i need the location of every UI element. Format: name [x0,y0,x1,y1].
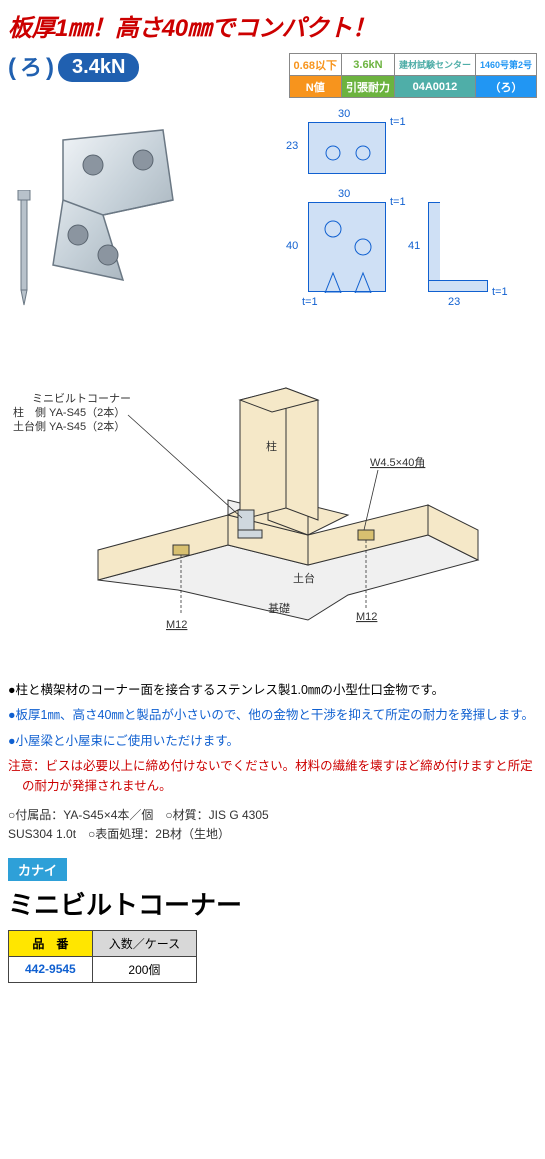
sku-header-qty: 入数／ケース [92,930,196,956]
rating-value: 3.4kN [58,53,139,82]
spec-cell: 3.6kN [341,54,394,76]
images-row: 30 23 t=1 30 40 t=1 t=1 41 23 t=1 [8,110,537,330]
bullet-item: ●柱と横架材のコーナー面を接合するステンレス製1.0㎜の小型仕口金物です。 [8,681,537,700]
dim-label: 41 [408,240,420,252]
rating-hira: ろ [20,57,42,79]
spec-line: SUS304 1.0t ○表面処理：2B材（生地） [8,825,537,842]
brand-tag: カナイ [8,858,67,881]
spec-cell: 建材試験センター [394,54,475,76]
dim-label: 23 [286,140,298,152]
install-label: 土台側 YA-S45（2本） [13,419,125,433]
install-label: 柱 [266,439,277,453]
headline: 板厚1㎜！高さ40㎜でコンパクト！ [8,8,537,43]
spec-label: （ろ） [475,76,536,98]
product-name: ミニビルトコーナー [8,885,537,922]
sku-table: 品 番 入数／ケース 442-9545 200個 [8,930,197,983]
install-label: 柱 側 YA-S45（2本） [13,405,125,419]
sku-code: 442-9545 [9,956,93,982]
install-label: W4.5×40角 [370,456,425,469]
bracket-icon [33,120,213,300]
spec-label: 引張耐力 [341,76,394,98]
dim-label: t=1 [492,286,508,298]
spec-cell: 0.68以下 [289,54,341,76]
bullet-item: ●板厚1㎜、高さ40㎜と製品が小さいので、他の金物と干渉を抑えて所定の耐力を発揮… [8,706,537,725]
sku-qty: 200個 [92,956,196,982]
dim-label: 30 [338,188,350,200]
sku-header-code: 品 番 [9,930,93,956]
dim-label: t=1 [390,116,406,128]
brand-block: カナイ ミニビルトコーナー 品 番 入数／ケース 442-9545 200個 [8,858,537,983]
rating-paren-open: ( [8,56,16,80]
spec-label: 04A0012 [394,76,475,98]
install-label: ミニビルトコーナー [32,392,131,405]
install-diagram: .wood { fill:#f5e8c8; stroke:#333; strok… [8,360,528,660]
dim-label: t=1 [302,296,318,308]
bullet-item: 注意：ビスは必要以上に締め付けないでください。材料の繊維を壊すほど締め付けますと… [8,757,537,796]
product-photo [8,110,238,310]
install-label: M12 [356,611,377,623]
top-row: ( ろ ) 3.4kN 0.68以下 3.6kN 建材試験センター 1460号第… [8,53,537,98]
spec-label: N値 [289,76,341,98]
bullet-item: ●小屋梁と小屋束にご使用いただけます。 [8,732,537,751]
dim-label: 30 [338,108,350,120]
rating-badge: ( ろ ) 3.4kN [8,53,139,82]
dim-label: 40 [286,240,298,252]
install-label: M12 [166,619,187,631]
dimension-drawings: 30 23 t=1 30 40 t=1 t=1 41 23 t=1 [248,110,537,330]
spec-cell: 1460号第2号 [475,54,536,76]
bullet-list: ●柱と横架材のコーナー面を接合するステンレス製1.0㎜の小型仕口金物です。 ●板… [8,681,537,796]
install-label: 土台 [293,571,315,585]
rating-paren-close: ) [46,56,54,80]
dim-label: t=1 [390,196,406,208]
spec-line: ○付属品：YA-S45×4本／個 ○材質：JIS G 4305 [8,806,537,823]
screw-icon [10,190,38,310]
spec-table: 0.68以下 3.6kN 建材試験センター 1460号第2号 N値 引張耐力 0… [289,53,537,98]
install-label: 基礎 [268,602,290,615]
dim-label: 23 [448,296,460,308]
